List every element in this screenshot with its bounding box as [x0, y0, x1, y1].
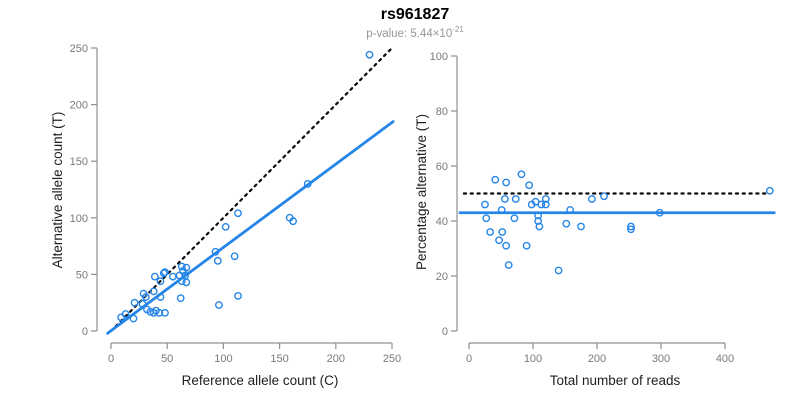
x-tick-label: 100 [524, 353, 542, 365]
y-tick-label: 100 [70, 213, 88, 225]
y-tick-label: 0 [442, 326, 448, 338]
data-point [230, 252, 239, 261]
data-point [161, 268, 169, 277]
percentage-alternative-scatter-y-axis-title: Percentage alternative (T) [414, 114, 429, 270]
data-point [121, 310, 130, 318]
data-point [211, 247, 220, 256]
data-point [365, 50, 374, 59]
data-point [587, 195, 596, 203]
data-point [177, 277, 186, 286]
percentage-alternative-scatter-x-axis-title: Total number of reads [550, 373, 681, 388]
data-point [655, 208, 664, 217]
data-point [537, 200, 546, 209]
x-tick-label: 0 [466, 353, 472, 365]
allele-count-scatter-x-axis-title: Reference allele count (C) [182, 373, 339, 388]
data-point [495, 236, 503, 245]
data-point [155, 308, 164, 317]
plot-subtitle: p-value: 5.44×10-21 [30, 25, 800, 40]
data-point [502, 178, 511, 187]
x-tick-label: 150 [270, 353, 288, 365]
y-tick-label: 60 [436, 161, 448, 173]
y-tick-label: 50 [76, 269, 88, 281]
x-tick-label: 250 [383, 353, 401, 365]
data-point [486, 228, 495, 236]
x-tick-label: 0 [108, 353, 114, 365]
data-point [566, 206, 575, 214]
fit-line [106, 120, 395, 335]
data-point [535, 222, 544, 231]
data-point [138, 299, 147, 308]
y-tick-label: 150 [70, 156, 88, 168]
data-point [215, 301, 223, 309]
data-point [481, 200, 489, 209]
data-point [234, 209, 242, 218]
x-tick-label: 400 [716, 353, 734, 365]
data-point [497, 206, 506, 214]
data-point [176, 294, 185, 303]
y-tick-label: 100 [430, 51, 448, 63]
data-point [517, 170, 526, 179]
data-point [627, 222, 635, 231]
data-point [510, 214, 519, 223]
data-point [502, 241, 511, 250]
data-point [149, 308, 158, 317]
x-tick-label: 100 [214, 353, 232, 365]
data-point [303, 179, 312, 188]
data-point [234, 292, 242, 300]
data-point [511, 195, 520, 203]
data-point [534, 211, 543, 220]
identity-line [109, 46, 394, 333]
data-point [150, 272, 159, 281]
data-point [221, 222, 230, 231]
data-point [541, 195, 550, 203]
allele-count-scatter-y-axis-title: Alternative allele count (T) [50, 112, 65, 269]
data-point [562, 219, 571, 228]
data-point [482, 214, 491, 223]
data-point [504, 261, 513, 269]
x-tick-label: 50 [161, 353, 173, 365]
data-point [498, 228, 507, 236]
data-point [156, 277, 165, 286]
data-point [149, 287, 158, 296]
data-point [289, 217, 297, 226]
data-point [554, 266, 563, 275]
data-point [522, 241, 531, 250]
data-point [500, 195, 509, 203]
data-point [213, 256, 222, 265]
x-tick-label: 300 [652, 353, 670, 365]
y-tick-label: 250 [70, 43, 88, 55]
y-tick-label: 40 [436, 216, 448, 228]
data-point [182, 278, 191, 287]
data-point [765, 186, 774, 195]
data-point [177, 262, 186, 271]
data-point [141, 293, 150, 301]
data-point [541, 200, 550, 209]
plot-title: rs961827 [380, 6, 450, 23]
data-point [491, 175, 500, 184]
y-tick-label: 80 [436, 106, 448, 118]
data-point [161, 308, 169, 317]
data-point [156, 293, 165, 301]
subtitle-text: p-value: 5.44×10 [366, 27, 453, 40]
x-tick-label: 200 [588, 353, 606, 365]
data-point [159, 269, 168, 278]
data-point [129, 314, 138, 323]
data-point [600, 192, 608, 201]
data-point [168, 272, 177, 281]
x-tick-label: 200 [327, 353, 345, 365]
y-tick-label: 20 [436, 271, 448, 283]
y-tick-label: 200 [70, 100, 88, 112]
data-point [525, 181, 534, 190]
subtitle-exponent: -21 [452, 25, 464, 34]
y-tick-label: 0 [82, 326, 88, 338]
data-point [577, 222, 585, 231]
data-point [627, 225, 635, 234]
data-point [130, 298, 139, 307]
